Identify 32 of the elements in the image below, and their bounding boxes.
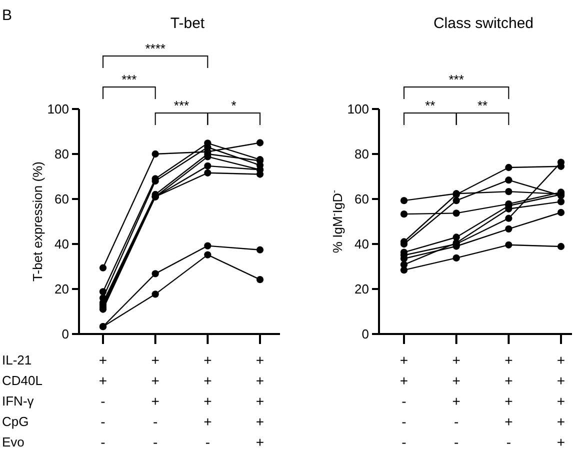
chart-title: Class switched [433,15,534,32]
text: B [2,7,12,24]
text: *** [448,72,464,87]
x-tick-label: + + + + - [204,352,212,450]
y-axis-title: T-bet expression (%) [30,162,45,282]
y-tick-label: 60 [354,192,369,207]
y-tick-label: 80 [54,146,69,162]
y-tick-label: 40 [354,236,369,252]
y-tick-label: 60 [54,192,69,207]
chart-title: T-bet [170,15,206,32]
x-tick-label: + + - - - [98,352,108,450]
x-tick-label: + + + - - [151,352,160,450]
y-tick-label: 80 [354,146,369,162]
y-tick-label: 0 [362,326,369,342]
y-tick-label: 20 [354,282,369,297]
annotation: *** [174,98,190,113]
y-tick-label: 100 [47,102,69,117]
annotation: * [231,98,236,113]
text: **** [145,41,166,56]
x-tick-label: + + + + + [556,352,566,450]
x-tick-label: + + + - - [452,352,460,450]
x-axis-title: IL-21 CD40L IFN-γ CpG Evo [2,352,42,450]
annotation: ** [425,98,436,113]
y-tick-label: 20 [54,282,69,297]
text: *** [122,72,137,87]
y-tick-label: 100 [347,102,369,117]
x-tick-label: + + + + - [504,352,513,450]
y-tick-label: 0 [62,326,69,342]
annotation: ** [477,98,488,113]
x-tick-label: + + - - - [400,352,408,450]
x-tick-label: + + + + + [256,352,264,450]
y-tick-label: 40 [54,236,69,252]
